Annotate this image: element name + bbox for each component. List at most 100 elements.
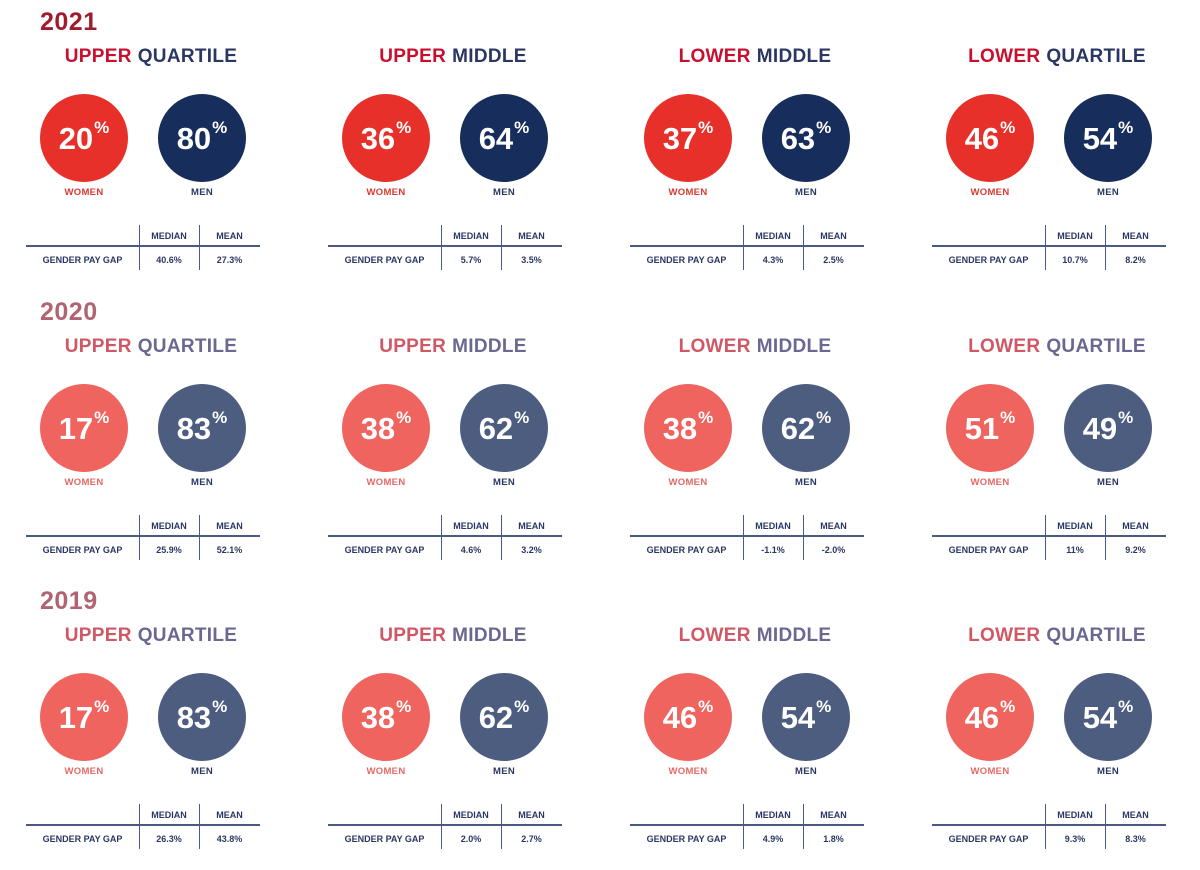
mean-header: MEAN bbox=[216, 521, 243, 531]
quartile-panel: UPPER QUARTILE 17% 83% WOMEN MEN MEDIAN M… bbox=[0, 290, 302, 580]
table-divider bbox=[139, 804, 140, 849]
table-divider bbox=[1045, 225, 1046, 270]
women-percentage-value: 17 bbox=[58, 699, 94, 735]
men-percentage-circle: 63% bbox=[762, 94, 850, 182]
year-section-2020: 2020 UPPER QUARTILE 17% 83% WOMEN MEN MED… bbox=[0, 290, 1200, 580]
table-divider bbox=[441, 804, 442, 849]
men-label: MEN bbox=[1096, 477, 1119, 488]
gender-pay-gap-table: MEDIAN MEAN GENDER PAY GAP 2.0% 2.7% bbox=[328, 800, 562, 852]
gender-pay-gap-label: GENDER PAY GAP bbox=[42, 255, 123, 265]
quartile-title: LOWER MIDDLE bbox=[604, 46, 906, 68]
gender-pay-gap-table: MEDIAN MEAN GENDER PAY GAP 26.3% 43.8% bbox=[26, 800, 260, 852]
gender-pay-gap-table: MEDIAN MEAN GENDER PAY GAP 25.9% 52.1% bbox=[26, 511, 260, 563]
median-header: MEDIAN bbox=[1057, 521, 1093, 531]
mean-value: 27.3% bbox=[216, 255, 243, 265]
men-percentage-value: 63 bbox=[780, 120, 816, 156]
percent-sign: % bbox=[514, 697, 530, 716]
table-divider bbox=[743, 804, 744, 849]
quartile-panel: LOWER QUARTILE 46% 54% WOMEN MEN MEDIAN M… bbox=[906, 579, 1200, 869]
quartile-panel: UPPER QUARTILE 20% 80% WOMEN MEN MEDIAN M… bbox=[0, 0, 302, 290]
percent-sign: % bbox=[1118, 697, 1134, 716]
women-percentage-circle: 37% bbox=[644, 94, 732, 182]
mean-value: -2.0% bbox=[821, 545, 846, 555]
median-value: -1.1% bbox=[761, 545, 785, 555]
men-label: MEN bbox=[1096, 766, 1119, 777]
men-percentage-circle: 49% bbox=[1064, 384, 1152, 472]
gender-pay-gap-table: MEDIAN MEAN GENDER PAY GAP -1.1% -2.0% bbox=[630, 511, 864, 563]
gender-pay-gap-table: MEDIAN MEAN GENDER PAY GAP 11% 9.2% bbox=[932, 511, 1166, 563]
gender-pay-gap-label: GENDER PAY GAP bbox=[344, 834, 425, 844]
men-percentage-value: 49 bbox=[1082, 410, 1118, 446]
quartile-title: UPPER QUARTILE bbox=[0, 625, 302, 647]
mean-header: MEAN bbox=[216, 231, 243, 241]
median-value: 25.9% bbox=[156, 545, 182, 555]
women-label: WOMEN bbox=[64, 187, 104, 198]
women-percentage-value: 38 bbox=[360, 410, 396, 446]
mean-header: MEAN bbox=[518, 231, 545, 241]
women-label: WOMEN bbox=[668, 477, 708, 488]
men-label: MEN bbox=[1096, 187, 1119, 198]
men-percentage-value: 62 bbox=[780, 410, 816, 446]
quartile-title-band: MIDDLE bbox=[756, 336, 832, 357]
table-divider bbox=[1105, 804, 1106, 849]
quartile-title-position: LOWER bbox=[968, 336, 1041, 357]
women-label: WOMEN bbox=[366, 766, 406, 777]
table-divider bbox=[501, 804, 502, 849]
women-percentage-circle: 46% bbox=[644, 673, 732, 761]
median-value: 4.9% bbox=[762, 834, 784, 844]
year-section-2019: 2019 UPPER QUARTILE 17% 83% WOMEN MEN MED… bbox=[0, 579, 1200, 869]
median-value: 2.0% bbox=[460, 834, 482, 844]
women-percentage-value: 38 bbox=[360, 699, 396, 735]
table-divider bbox=[139, 515, 140, 560]
women-label: WOMEN bbox=[970, 766, 1010, 777]
quartile-panel: LOWER QUARTILE 51% 49% WOMEN MEN MEDIAN M… bbox=[906, 290, 1200, 580]
quartile-title: LOWER QUARTILE bbox=[906, 625, 1200, 647]
percent-sign: % bbox=[816, 118, 832, 137]
men-label: MEN bbox=[492, 187, 515, 198]
men-label: MEN bbox=[794, 766, 817, 777]
table-divider bbox=[26, 245, 260, 247]
quartile-title: UPPER QUARTILE bbox=[0, 46, 302, 68]
women-label: WOMEN bbox=[366, 477, 406, 488]
quartile-title-band: QUARTILE bbox=[137, 46, 238, 67]
quartile-title-position: UPPER bbox=[64, 46, 132, 67]
women-percentage-value: 17 bbox=[58, 410, 94, 446]
table-divider bbox=[199, 804, 200, 849]
men-label: MEN bbox=[492, 477, 515, 488]
table-divider bbox=[328, 535, 562, 537]
mean-value: 9.2% bbox=[1125, 545, 1146, 555]
women-percentage-circle: 20% bbox=[40, 94, 128, 182]
mean-header: MEAN bbox=[820, 231, 847, 241]
percent-sign: % bbox=[94, 408, 110, 427]
median-header: MEDIAN bbox=[755, 231, 791, 241]
men-label: MEN bbox=[190, 187, 213, 198]
men-percentage-circle: 62% bbox=[762, 384, 850, 472]
table-divider bbox=[1045, 804, 1046, 849]
quartile-title-band: MIDDLE bbox=[756, 46, 832, 67]
men-percentage-value: 83 bbox=[176, 410, 212, 446]
men-percentage-value: 54 bbox=[1082, 120, 1118, 156]
quartile-title-band: QUARTILE bbox=[1046, 625, 1146, 646]
table-divider bbox=[630, 535, 864, 537]
men-percentage-value: 54 bbox=[780, 699, 816, 735]
gender-pay-gap-label: GENDER PAY GAP bbox=[646, 255, 727, 265]
women-percentage-value: 36 bbox=[360, 120, 396, 156]
table-divider bbox=[501, 515, 502, 560]
quartile-title-position: LOWER bbox=[678, 336, 751, 357]
mean-header: MEAN bbox=[518, 810, 545, 820]
median-value: 40.6% bbox=[156, 255, 182, 265]
gender-pay-gap-label: GENDER PAY GAP bbox=[42, 834, 123, 844]
quartile-panel: UPPER MIDDLE 38% 62% WOMEN MEN MEDIAN MEA… bbox=[302, 290, 604, 580]
year-title: 2020 bbox=[40, 298, 98, 326]
percent-sign: % bbox=[816, 697, 832, 716]
percent-sign: % bbox=[1000, 408, 1016, 427]
gender-pay-gap-label: GENDER PAY GAP bbox=[646, 545, 727, 555]
men-percentage-circle: 80% bbox=[158, 94, 246, 182]
quartile-title-position: UPPER bbox=[64, 625, 132, 646]
quartile-title-band: QUARTILE bbox=[1046, 46, 1146, 67]
quartile-title: LOWER MIDDLE bbox=[604, 625, 906, 647]
median-header: MEDIAN bbox=[755, 810, 791, 820]
gender-pay-gap-label: GENDER PAY GAP bbox=[948, 545, 1029, 555]
median-header: MEDIAN bbox=[755, 521, 791, 531]
median-header: MEDIAN bbox=[453, 231, 489, 241]
